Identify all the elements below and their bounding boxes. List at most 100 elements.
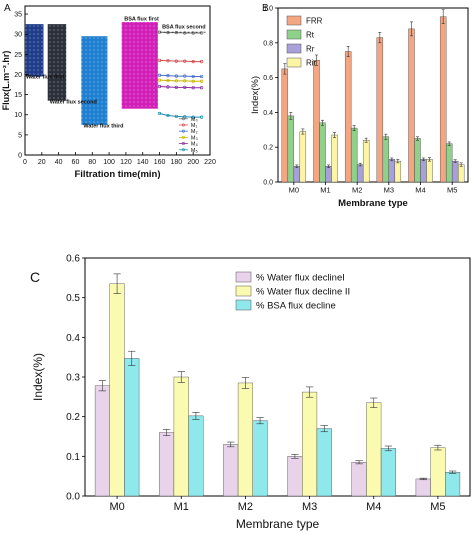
- bar-m3-s3: [394, 160, 402, 183]
- y-tick-label: 20: [14, 72, 22, 79]
- bar-m0-s3: [299, 131, 307, 183]
- x-tick-label: 180: [171, 159, 183, 166]
- x-tick-label: 80: [88, 159, 96, 166]
- legend-label-rir: Rir: [306, 59, 317, 68]
- series-point-m3: [191, 79, 195, 83]
- panel-a-axes: 0 20 40 60 80 100 120 140 160 180 200 220 0 5 10 15 20 25…: [14, 12, 216, 166]
- series-point-m4: [166, 85, 170, 89]
- bar-m1-s1: [319, 122, 326, 183]
- bar-m0-s0: [281, 68, 289, 183]
- bar-m1-s2: [188, 415, 204, 497]
- legend-label-rt: Rt: [306, 31, 315, 40]
- y-tick-label: 0.6: [263, 75, 273, 82]
- series-point-m0: [191, 31, 195, 35]
- series-point-m0: [199, 31, 204, 35]
- panel-c-axes: M0 M1 M2 M3 M4 M5 0.0 0.1 0.2 0.3 0.4 0.5 0.6: [66, 254, 445, 514]
- bar-m5-s0: [439, 16, 447, 183]
- series-point-m4: [174, 85, 179, 89]
- legend-label-m2: M₂: [191, 129, 198, 135]
- legend-swatch-rr: [286, 43, 302, 54]
- series-point-m1: [157, 58, 162, 63]
- bar-m0-s1: [109, 283, 125, 497]
- bar-m2-s0: [344, 51, 352, 183]
- series-point-m5: [166, 113, 170, 118]
- series-point-m1: [174, 59, 179, 63]
- bar-m1-s1: [173, 376, 189, 497]
- bar-m1-s0: [313, 60, 320, 183]
- bar-m1-s2: [325, 166, 332, 183]
- panel-a: A 0 20 40 60 80 100 120 140 160 180 200 220 0 5 10 15 20…: [1, 3, 216, 180]
- x-tick-label: 140: [137, 159, 149, 166]
- series-point-m2: [157, 73, 162, 77]
- bar-m0-s1: [287, 115, 295, 183]
- bar-m4-s0: [351, 462, 367, 497]
- series-point-m3: [166, 78, 170, 83]
- bsa-flux-second-label: BSA flux second: [162, 25, 206, 31]
- panel-b-bars: [281, 9, 465, 183]
- series-point-m2: [191, 74, 195, 79]
- bar-m0-s2: [293, 166, 301, 183]
- panel-c: C M0 M1 M2 M3 M4 M5 0.0 0.1 0.2 0.3 0.4 0.5 0.6 Memb…: [30, 254, 471, 531]
- y-tick-label: 0.0: [66, 492, 80, 503]
- bar-m5-s0: [415, 478, 431, 497]
- y-tick-label: 0.6: [66, 254, 80, 265]
- bar-m0-s0: [94, 385, 110, 497]
- bar-m2-s0: [223, 444, 239, 497]
- bar-m1-s0: [159, 432, 175, 497]
- bar-m5-s1: [445, 143, 453, 183]
- series-point-m2: [166, 74, 170, 78]
- series-line-m2: [159, 74, 202, 77]
- series-point-m4: [157, 84, 162, 89]
- x-tick-label: 40: [55, 159, 63, 166]
- y-tick-label: 0.4: [66, 333, 80, 344]
- legend-bsa-flux-decline-swatch: [235, 299, 252, 311]
- bar-m2-s1: [350, 127, 358, 183]
- legend-marker-m5: [181, 148, 185, 152]
- bar-m3-s2: [388, 159, 396, 183]
- panel-a-plot-frame: [24, 5, 211, 156]
- panel-c-label: C: [30, 269, 40, 285]
- series-point-m5: [174, 114, 179, 118]
- bar-m4-s1: [414, 138, 421, 183]
- panel-a-series: [157, 30, 206, 119]
- series-point-m0: [183, 31, 187, 35]
- bar-m3-s2: [316, 428, 332, 497]
- legend-label-rr: Rr: [306, 45, 315, 54]
- bar-m2-s2: [356, 164, 364, 183]
- legend-water-flux-decline-ii-label: % Water flux decline II: [256, 287, 350, 298]
- x-tick-label: M3: [384, 186, 394, 195]
- y-tick-label: 0: [18, 153, 22, 160]
- membrane-image-3: [81, 36, 108, 125]
- series-point-m1: [183, 59, 187, 63]
- bar-m0-s2: [124, 358, 140, 497]
- panel-c-legend: % Water flux declineI % Water flux declin…: [235, 271, 350, 312]
- x-tick-label: M5: [447, 186, 457, 195]
- series-point-m0: [166, 30, 170, 35]
- x-tick-label: 160: [154, 159, 166, 166]
- panel-a-membrane-images: [25, 22, 158, 125]
- panel-a-y-label: Flux(L.m⁻².hr): [1, 51, 11, 111]
- legend-marker-m4: [181, 142, 185, 146]
- series-point-m5: [183, 115, 187, 119]
- series-point-m4: [183, 85, 187, 89]
- bar-m3-s1: [382, 136, 390, 183]
- legend-bsa-flux-decline-label: % BSA flux decline: [256, 301, 336, 312]
- panel-a-label: A: [4, 3, 11, 14]
- series-point-m2: [199, 74, 204, 79]
- y-tick-label: 0.8: [263, 40, 273, 47]
- series-point-m3: [174, 79, 179, 83]
- series-line-m3: [159, 79, 202, 82]
- x-tick-label: M0: [109, 501, 124, 513]
- x-tick-label: M0: [289, 186, 299, 195]
- x-tick-label: 220: [204, 159, 216, 166]
- x-tick-label: 200: [187, 159, 199, 166]
- water-flux-third-label: Water flux third: [83, 124, 123, 130]
- x-tick-label: 0: [23, 159, 27, 166]
- x-tick-label: 60: [72, 159, 80, 166]
- panel-b-legend: FRR Rt Rr Rir: [286, 15, 323, 68]
- series-point-m2: [174, 74, 179, 78]
- y-tick-label: 25: [14, 52, 22, 59]
- series-point-m3: [157, 78, 162, 82]
